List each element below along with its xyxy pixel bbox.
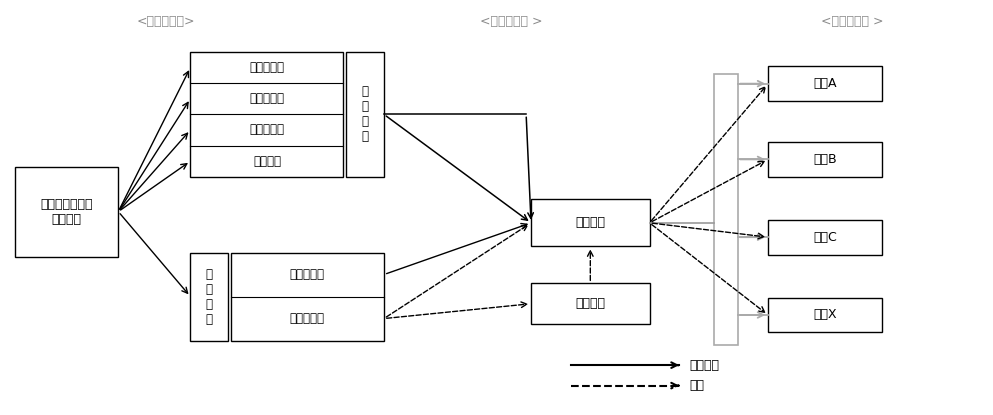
Bar [191, 253, 228, 341]
Text: <工事別計算 >: <工事別計算 > [821, 15, 883, 28]
Bar [531, 199, 649, 247]
Text: 直接賦課: 直接賦課 [689, 359, 719, 372]
Text: 工
事
間
接: 工 事 間 接 [206, 268, 213, 325]
Text: 工事C: 工事C [813, 231, 837, 244]
Text: 工事X: 工事X [813, 308, 837, 322]
Bar [714, 74, 739, 345]
Text: 取引により発生
した費用: 取引により発生 した費用 [41, 198, 92, 226]
Text: <部門別計算 >: <部門別計算 > [480, 15, 542, 28]
Bar [15, 166, 118, 256]
Text: 配賦: 配賦 [689, 379, 704, 392]
Text: 工事A: 工事A [813, 77, 836, 90]
Bar [531, 283, 649, 324]
Text: 直接材料費: 直接材料費 [249, 61, 284, 74]
Text: 施工部門: 施工部門 [575, 216, 606, 229]
Bar [768, 66, 882, 101]
Text: 直接経費: 直接経費 [253, 155, 281, 168]
Text: 部門共通費: 部門共通費 [290, 312, 325, 325]
Text: 部門個別費: 部門個別費 [290, 268, 325, 281]
Text: 工
事
直
接: 工 事 直 接 [361, 85, 368, 143]
Bar [768, 220, 882, 254]
Text: 直接外注費: 直接外注費 [249, 123, 284, 137]
Text: <費目別計算>: <費目別計算> [136, 15, 195, 28]
Text: 工事B: 工事B [813, 153, 837, 166]
Bar [768, 298, 882, 332]
Bar [768, 142, 882, 177]
Bar [347, 52, 384, 177]
Bar [191, 52, 344, 177]
Text: 直接労務費: 直接労務費 [249, 92, 284, 105]
Text: 補助部門: 補助部門 [575, 297, 606, 310]
Bar [231, 253, 384, 341]
